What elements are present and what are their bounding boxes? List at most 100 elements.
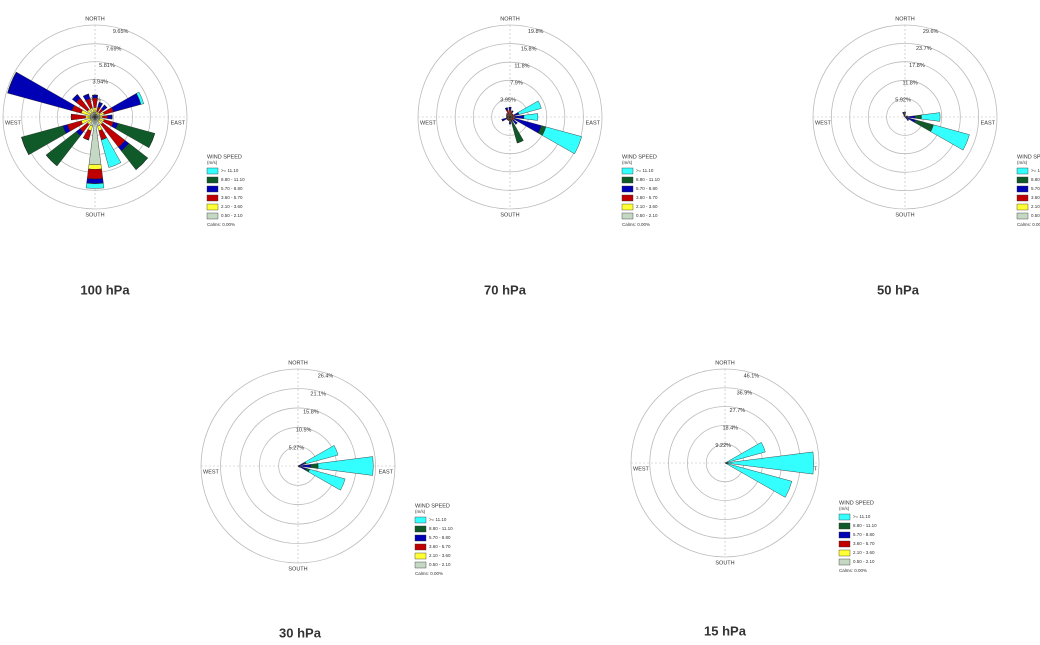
- legend-swatch: [621, 203, 634, 211]
- ring: [220, 388, 376, 544]
- legend-swatch: [621, 212, 634, 220]
- legend-swatch: [838, 549, 851, 557]
- legend-label: 8.80 - 11.10: [221, 177, 245, 182]
- ring: [867, 79, 943, 155]
- direction-label: WEST: [633, 466, 650, 472]
- direction-label: WEST: [815, 120, 832, 126]
- legend-label: 2.10 - 3.60: [1031, 204, 1040, 209]
- wedge: [85, 182, 105, 189]
- legend-swatch: [1016, 176, 1029, 184]
- ring-label: 9.65%: [113, 29, 129, 35]
- wedge: [87, 168, 103, 180]
- calms-label: Calms: 0.00%: [207, 222, 235, 227]
- legend-label: 2.10 - 3.60: [429, 553, 451, 558]
- ring-label: 7.69%: [106, 46, 122, 52]
- direction-label: SOUTH: [715, 560, 734, 566]
- wedge: [930, 124, 970, 151]
- wedge: [508, 107, 512, 110]
- legend-swatch: [414, 534, 427, 542]
- legend-label: 5.70 - 8.80: [1031, 186, 1040, 191]
- wedge: [99, 115, 103, 119]
- ring-label: 3.95%: [500, 97, 516, 103]
- wedge: [305, 445, 339, 465]
- ring: [2, 24, 188, 210]
- wedge: [107, 114, 113, 120]
- legend-swatch: [206, 167, 219, 175]
- ring-label: 27.7%: [730, 408, 746, 414]
- direction-label: EAST: [586, 120, 601, 126]
- legend-swatch: [621, 185, 634, 193]
- wind-rose: 1.94%3.94%5.81%7.69%9.65%NORTHEASTSOUTHW…: [2, 16, 245, 297]
- wedge: [904, 111, 906, 114]
- direction-label: SOUTH: [288, 566, 307, 572]
- ring-label: 5.27%: [289, 445, 305, 451]
- legend-swatch: [838, 558, 851, 566]
- ring-label: 11.8%: [514, 64, 529, 70]
- legend-swatch: [206, 194, 219, 202]
- direction-label: WEST: [420, 120, 437, 126]
- legend-label: 3.60 - 5.70: [1031, 195, 1040, 200]
- ring: [472, 79, 548, 155]
- wedge: [725, 442, 766, 463]
- direction-label: EAST: [379, 469, 394, 475]
- direction-label: NORTH: [85, 16, 104, 22]
- wedge: [83, 93, 89, 97]
- ring-label: 5.92%: [895, 97, 911, 103]
- wedge: [121, 143, 149, 171]
- wedge: [514, 115, 525, 119]
- wedge: [523, 113, 539, 121]
- legend-label: 3.60 - 5.70: [636, 195, 658, 200]
- wedge: [921, 112, 941, 122]
- legend-swatch: [414, 561, 427, 569]
- legend-label: 8.80 - 11.10: [853, 523, 877, 528]
- ring-label: 9.22%: [715, 443, 731, 449]
- wedge: [904, 113, 906, 116]
- legend-title: WIND SPEED: [622, 154, 657, 160]
- legend-label: 0.50 - 2.10: [429, 562, 451, 567]
- wind-rose: 5.27% 10.5% 15.8% 21.1% 26.4% NORTH EAST SOUTH W…: [200, 360, 453, 640]
- legend-swatch: [1016, 212, 1029, 220]
- wedge: [726, 463, 793, 498]
- caption: 70 hPa: [484, 282, 527, 297]
- ring-label: 26.4%: [318, 374, 334, 380]
- ring-label: 21.1%: [310, 392, 326, 398]
- legend-swatch: [621, 176, 634, 184]
- wedge: [136, 91, 144, 105]
- legend-swatch: [1016, 185, 1029, 193]
- ring-label: 29.6%: [923, 29, 939, 35]
- wedge: [310, 463, 319, 469]
- legend-swatch: [206, 203, 219, 211]
- ring-label: 5.81%: [99, 63, 115, 69]
- wedge: [102, 115, 108, 119]
- caption: 30 hPa: [279, 625, 322, 640]
- legend-swatch: [414, 516, 427, 524]
- legend-swatch: [206, 185, 219, 193]
- wind-rose: 9.22%18.4%27.7%36.9%46.1%NORTHEASTSOUTHW…: [630, 360, 877, 638]
- ring-label: 15.8%: [521, 46, 537, 52]
- ring-label: 23.7%: [916, 46, 932, 52]
- calms-label: Calms: 0.00%: [415, 571, 443, 576]
- direction-label: NORTH: [895, 16, 914, 22]
- calms-label: Calms: 0.00%: [839, 568, 867, 573]
- legend-title: WIND SPEED: [839, 500, 874, 506]
- ring: [454, 61, 566, 173]
- wedge: [508, 121, 512, 125]
- ring-label: 36.9%: [737, 391, 753, 397]
- wedge: [727, 451, 814, 475]
- legend-label: 8.80 - 11.10: [636, 177, 660, 182]
- ring: [21, 43, 169, 191]
- legend-swatch: [838, 531, 851, 539]
- legend-label: 3.60 - 5.70: [429, 544, 451, 549]
- legend-label: >= 11.10: [1031, 168, 1040, 173]
- ring: [417, 24, 603, 210]
- legend-swatch: [206, 212, 219, 220]
- legend-label: >= 11.10: [853, 514, 871, 519]
- wedge: [93, 107, 97, 113]
- wedge: [86, 178, 104, 184]
- direction-label: SOUTH: [895, 212, 914, 218]
- legend-swatch: [1016, 167, 1029, 175]
- wedge: [515, 122, 518, 125]
- legend-title: WIND SPEED: [1017, 154, 1040, 160]
- legend-swatch: [414, 525, 427, 533]
